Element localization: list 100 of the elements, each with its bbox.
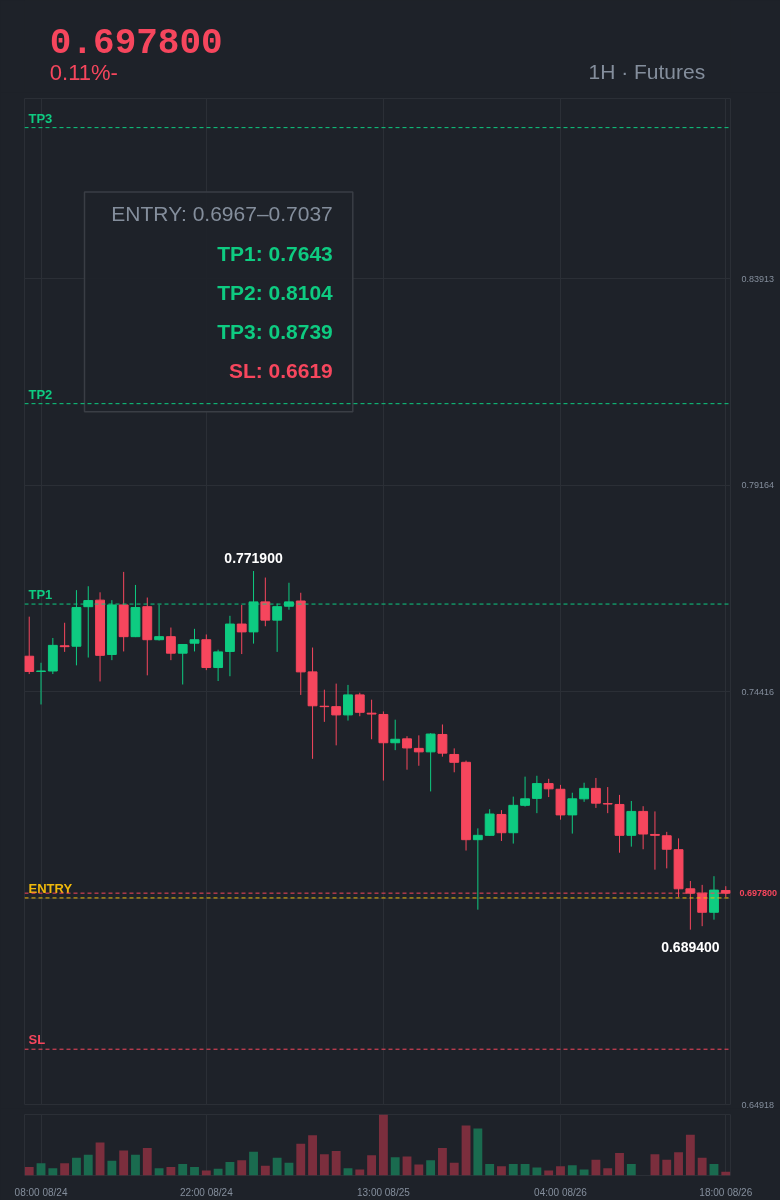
- bar: [83, 1154, 93, 1176]
- y-tick-label: 0.74416: [741, 686, 775, 697]
- bar: [591, 1159, 601, 1176]
- bar: [485, 1163, 495, 1176]
- bar: [355, 1169, 365, 1176]
- candlestick: [638, 805, 649, 850]
- bar: [142, 1148, 152, 1176]
- candlestick: [449, 747, 460, 773]
- bar: [107, 1160, 117, 1176]
- candlestick: [650, 810, 660, 871]
- annotation: 0.689400: [661, 938, 720, 955]
- bar: [674, 1152, 683, 1176]
- bar: [296, 1143, 306, 1176]
- candlestick: [177, 643, 188, 685]
- candlestick: [472, 827, 483, 911]
- bar: [24, 1166, 34, 1176]
- x-tick-label: 04:00 08/26: [534, 1186, 588, 1198]
- bar: [378, 1114, 388, 1176]
- y-tick-label: 0.83913: [741, 273, 775, 284]
- x-tick-label: 22:00 08/24: [179, 1186, 234, 1198]
- ref-line-label: 0.697800: [739, 888, 778, 899]
- bar: [60, 1163, 70, 1176]
- candlestick: [413, 734, 424, 767]
- candlestick: [520, 776, 530, 808]
- y-tick-label: 0.64918: [741, 1099, 775, 1110]
- bar: [260, 1165, 270, 1176]
- candlestick: [437, 723, 448, 758]
- candlestick: [354, 692, 365, 717]
- ref-line-label: ENTRY: [28, 880, 73, 896]
- bar: [213, 1168, 223, 1176]
- bar: [508, 1163, 518, 1176]
- bar: [449, 1162, 459, 1176]
- bar: [225, 1162, 235, 1176]
- bar: [414, 1164, 424, 1176]
- bar: [178, 1163, 188, 1176]
- annotation: 0.771900: [224, 550, 283, 567]
- annotation: TP3: 0.8739: [217, 320, 333, 344]
- candlestick: [236, 604, 247, 655]
- bar: [237, 1160, 247, 1176]
- candlestick: [531, 775, 542, 814]
- x-tick-label: 18:00 08/26: [699, 1186, 753, 1198]
- candlestick: [260, 577, 271, 627]
- bar: [461, 1125, 471, 1176]
- bar: [532, 1167, 542, 1176]
- bar: [697, 1157, 707, 1176]
- bar: [308, 1135, 317, 1176]
- candlestick: [496, 809, 507, 842]
- bar: [426, 1160, 436, 1176]
- candlestick: [484, 808, 495, 837]
- candlestick: [402, 735, 412, 771]
- candlestick: [165, 627, 176, 661]
- candlestick: [425, 732, 436, 792]
- candlestick: [590, 777, 601, 809]
- bar: [154, 1168, 164, 1176]
- x-tick-label: 08:00 08/24: [14, 1186, 68, 1198]
- bar: [438, 1148, 447, 1176]
- text: 1H · Futures: [588, 59, 706, 83]
- ref-line-label: TP3: [28, 110, 53, 126]
- bar: [473, 1128, 483, 1176]
- bar: [249, 1151, 258, 1176]
- bar: [520, 1163, 530, 1176]
- bar: [390, 1157, 400, 1176]
- candlestick: [626, 800, 637, 848]
- candlestick: [59, 622, 70, 653]
- bar: [662, 1159, 672, 1176]
- bar: [190, 1166, 199, 1176]
- bar: [556, 1166, 565, 1176]
- bar: [319, 1154, 329, 1176]
- candlestick: [213, 649, 224, 682]
- ref-line-label: TP2: [28, 386, 53, 402]
- candlestick: [36, 662, 46, 705]
- bar: [48, 1168, 58, 1176]
- bar: [626, 1163, 636, 1176]
- annotation: TP2: 0.8104: [217, 280, 334, 304]
- candlestick: [661, 831, 672, 869]
- candlestick: [543, 778, 554, 798]
- candlestick: [709, 875, 719, 921]
- candlestick: [390, 719, 401, 751]
- ref-line-label: TP1: [28, 587, 53, 603]
- candlestick: [189, 628, 200, 652]
- bar: [615, 1152, 624, 1176]
- candlestick: [567, 792, 578, 835]
- candlestick: [24, 616, 35, 675]
- bar: [331, 1151, 341, 1176]
- candlestick: [366, 699, 377, 740]
- bar: [603, 1168, 613, 1176]
- y-tick-label: 0.79164: [741, 480, 775, 491]
- bar: [567, 1165, 577, 1176]
- candlestick: [343, 684, 353, 722]
- annotation: SL: 0.6619: [228, 359, 333, 383]
- bar: [166, 1166, 176, 1176]
- bar: [131, 1154, 140, 1176]
- candlestick: [602, 786, 613, 814]
- x-tick-label: 13:00 08/25: [356, 1186, 411, 1198]
- bar: [685, 1134, 695, 1176]
- candlestick: [331, 683, 342, 746]
- annotation: TP1: 0.7643: [217, 241, 333, 265]
- bar: [72, 1157, 81, 1176]
- bar: [579, 1169, 589, 1176]
- bar: [367, 1155, 377, 1176]
